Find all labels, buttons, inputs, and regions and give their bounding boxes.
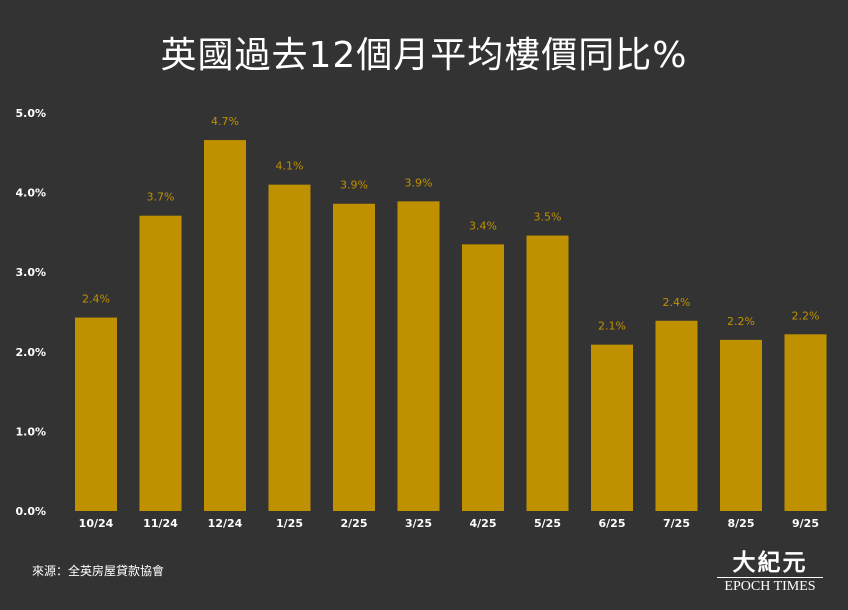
x-tick-label: 11/24 — [143, 517, 178, 530]
y-tick-label: 1.0% — [15, 425, 46, 438]
x-tick-label: 10/24 — [79, 517, 114, 530]
x-tick-label: 9/25 — [792, 517, 819, 530]
data-label: 4.1% — [276, 160, 304, 173]
x-tick-label: 4/25 — [470, 517, 497, 530]
data-label: 3.4% — [469, 219, 497, 232]
source-note: 來源：全英房屋貸款協會 — [32, 564, 165, 578]
y-tick-label: 3.0% — [15, 266, 46, 279]
x-tick-label: 6/25 — [599, 517, 626, 530]
y-tick-label: 0.0% — [15, 505, 46, 518]
bar — [139, 215, 182, 511]
bar — [397, 201, 440, 511]
bar — [462, 244, 504, 511]
x-tick-label: 3/25 — [405, 517, 432, 530]
data-label: 4.7% — [211, 115, 239, 128]
bar — [784, 334, 827, 511]
bar — [268, 184, 311, 511]
bar — [75, 317, 117, 511]
y-tick-label: 4.0% — [15, 187, 46, 200]
bar — [591, 344, 633, 511]
bar — [526, 235, 569, 512]
bar — [333, 203, 375, 511]
x-tick-label: 12/24 — [208, 517, 243, 530]
data-label: 2.1% — [598, 320, 626, 333]
logo-chinese-text: 大紀元 — [732, 549, 808, 576]
data-label: 2.2% — [727, 315, 755, 328]
data-label: 3.9% — [340, 179, 368, 192]
y-tick-label: 5.0% — [15, 107, 46, 120]
bar — [204, 140, 246, 511]
logo-english-text: EPOCH TIMES — [717, 577, 823, 595]
epoch-times-logo: 大紀元 EPOCH TIMES — [717, 549, 823, 595]
x-tick-label: 5/25 — [534, 517, 561, 530]
bar — [655, 320, 698, 511]
x-tick-label: 2/25 — [341, 517, 368, 530]
x-tick-label: 1/25 — [276, 517, 303, 530]
x-tick-label: 8/25 — [728, 517, 755, 530]
data-label: 2.4% — [82, 293, 110, 306]
data-label: 2.4% — [663, 296, 691, 309]
x-tick-label: 7/25 — [663, 517, 690, 530]
y-tick-label: 2.0% — [15, 346, 46, 359]
bar — [720, 339, 762, 511]
chart-title: 英國過去12個月平均樓價同比% — [160, 35, 688, 76]
data-label: 3.7% — [147, 191, 175, 204]
data-label: 2.2% — [792, 309, 820, 322]
data-label: 3.9% — [405, 176, 433, 189]
data-label: 3.5% — [534, 211, 562, 224]
